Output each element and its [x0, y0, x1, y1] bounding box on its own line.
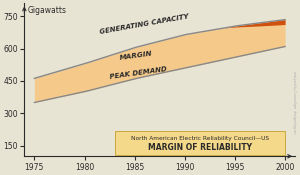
Text: analyzed by Coursedigm  designology.net: analyzed by Coursedigm designology.net [292, 71, 296, 134]
FancyBboxPatch shape [115, 131, 285, 155]
Text: GENERATING CAPACITY: GENERATING CAPACITY [100, 13, 190, 35]
Text: Gigawatts: Gigawatts [27, 6, 66, 15]
Text: PEAK DEMAND: PEAK DEMAND [110, 66, 167, 80]
Text: MARGIN OF RELIABILITY: MARGIN OF RELIABILITY [148, 144, 252, 152]
Text: North American Electric Reliability Council—US: North American Electric Reliability Coun… [131, 136, 269, 141]
Text: MARGIN: MARGIN [120, 50, 154, 61]
